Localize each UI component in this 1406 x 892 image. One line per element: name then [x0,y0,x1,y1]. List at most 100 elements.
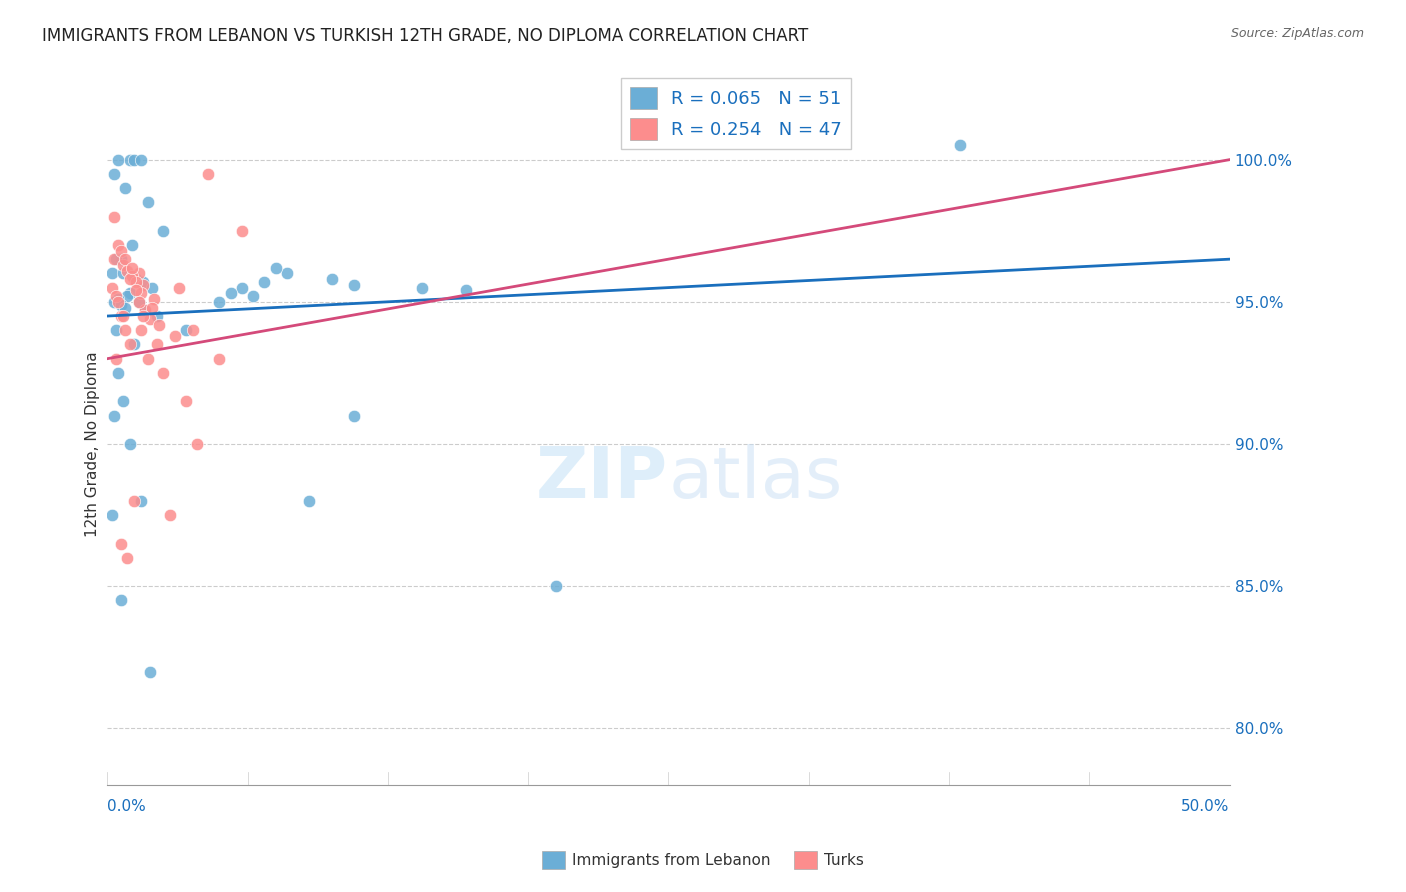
Point [253,275,276,289]
Point [152,366,174,380]
Point [121,238,143,252]
Point [219,286,242,301]
Text: 0.0%: 0.0% [107,799,146,814]
Point [125,275,148,289]
Point [231,224,253,238]
Legend: Immigrants from Lebanon, Turks: Immigrants from Lebanon, Turks [536,845,870,875]
Legend: R = 0.065   N = 51, R = 0.254   N = 47: R = 0.065 N = 51, R = 0.254 N = 47 [620,78,851,149]
Text: 50.0%: 50.0% [1181,799,1230,814]
Point [107,366,129,380]
Point [111,309,134,323]
Point [117,263,139,277]
Point [174,323,197,337]
Point [122,153,145,167]
Y-axis label: 12th Grade, No Diploma: 12th Grade, No Diploma [86,351,100,537]
Point [141,280,163,294]
Point [118,286,141,301]
Point [103,167,125,181]
Text: ZIP: ZIP [536,443,668,513]
Point [174,394,197,409]
Point [143,292,166,306]
Point [122,272,145,286]
Point [114,323,136,337]
Point [110,536,132,550]
Point [100,508,122,522]
Point [118,272,141,286]
Point [100,280,122,294]
Point [107,294,129,309]
Point [141,301,163,315]
Point [134,303,156,318]
Point [110,309,132,323]
Point [163,329,186,343]
Point [114,181,136,195]
Point [114,252,136,267]
Point [129,323,152,337]
Point [139,665,162,679]
Point [107,153,129,167]
Point [167,280,190,294]
Text: atlas: atlas [668,443,842,513]
Point [128,294,150,309]
Point [111,266,134,280]
Point [148,318,170,332]
Point [107,292,129,306]
Point [103,409,125,423]
Point [114,301,136,315]
Point [411,280,433,294]
Point [197,167,219,181]
Point [242,289,264,303]
Point [103,210,125,224]
Point [136,195,159,210]
Point [456,284,478,298]
Point [129,286,152,301]
Point [264,260,287,275]
Point [208,351,231,366]
Point [103,252,125,267]
Point [117,550,139,565]
Point [110,244,132,258]
Point [110,298,132,312]
Point [128,294,150,309]
Point [103,294,125,309]
Point [145,309,167,323]
Point [949,138,972,153]
Point [110,252,132,267]
Point [181,323,204,337]
Text: Source: ZipAtlas.com: Source: ZipAtlas.com [1230,27,1364,40]
Point [298,494,321,508]
Point [132,277,155,292]
Point [145,337,167,351]
Point [122,494,145,508]
Point [121,260,143,275]
Point [111,258,134,272]
Point [125,284,148,298]
Point [208,294,231,309]
Point [343,409,366,423]
Point [139,311,162,326]
Point [186,437,208,451]
Point [129,153,152,167]
Point [136,351,159,366]
Point [118,437,141,451]
Point [132,309,155,323]
Point [134,303,156,318]
Point [105,351,128,366]
Point [111,394,134,409]
Point [118,153,141,167]
Point [121,269,143,284]
Point [117,289,139,303]
Point [152,224,174,238]
Point [118,337,141,351]
Point [129,494,152,508]
Point [231,280,253,294]
Point [110,593,132,607]
Point [321,272,343,286]
Point [100,266,122,280]
Point [122,337,145,351]
Point [128,266,150,280]
Text: IMMIGRANTS FROM LEBANON VS TURKISH 12TH GRADE, NO DIPLOMA CORRELATION CHART: IMMIGRANTS FROM LEBANON VS TURKISH 12TH … [42,27,808,45]
Point [276,266,298,280]
Point [105,289,128,303]
Point [105,252,128,267]
